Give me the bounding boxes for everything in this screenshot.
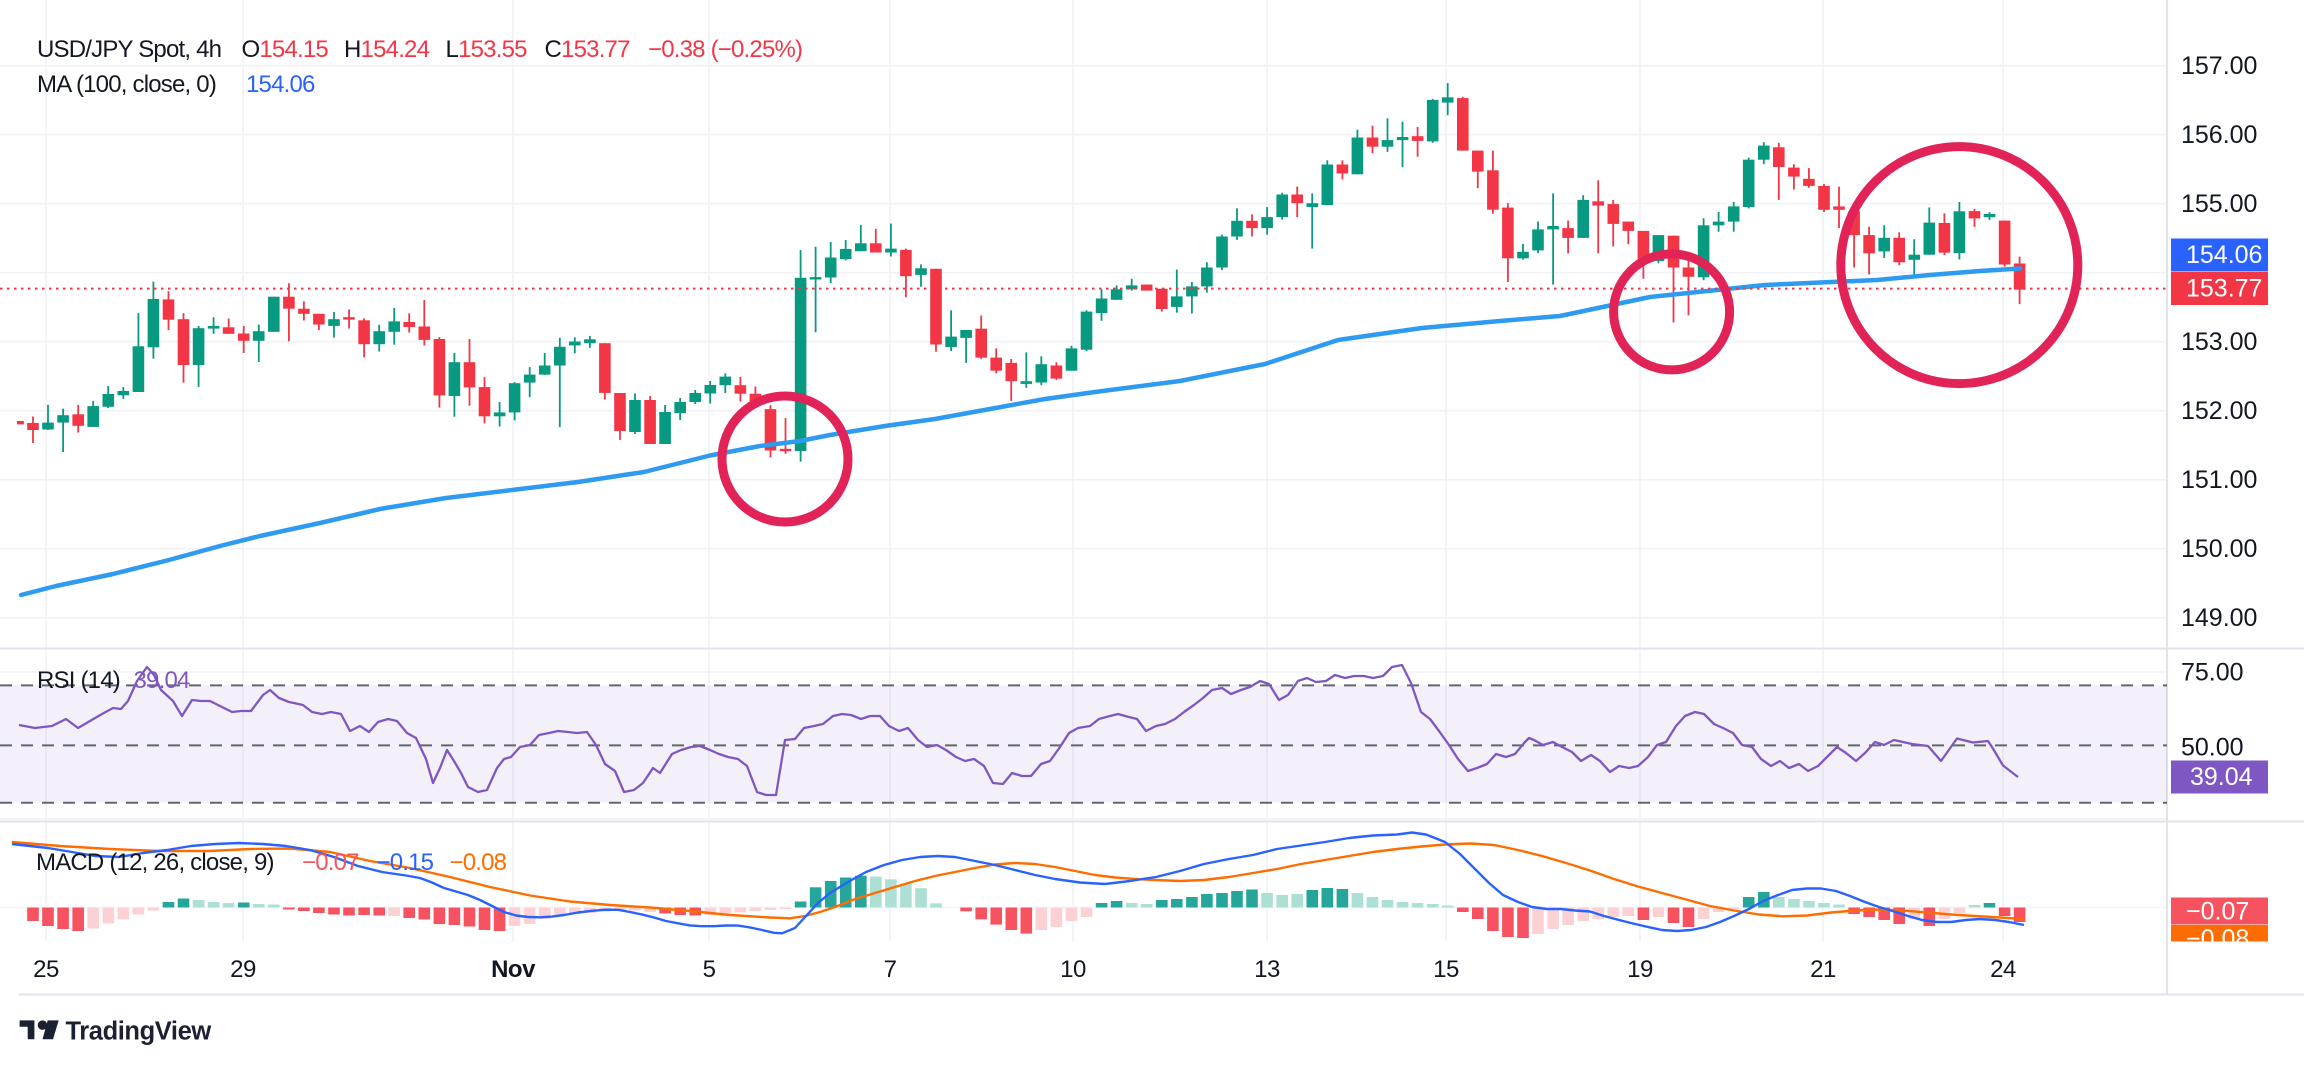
svg-text:153.00: 153.00 [2181,328,2257,356]
svg-text:153.77: 153.77 [2186,275,2262,303]
svg-text:151.00: 151.00 [2181,466,2257,494]
svg-text:25: 25 [33,956,59,983]
svg-text:Nov: Nov [491,956,536,983]
svg-text:75.00: 75.00 [2181,659,2244,687]
svg-text:157.00: 157.00 [2181,52,2257,80]
svg-text:29: 29 [230,956,256,983]
svg-text:50.00: 50.00 [2181,734,2244,762]
svg-text:15: 15 [1433,956,1459,983]
svg-text:TradingView: TradingView [66,1018,212,1046]
svg-text:13: 13 [1254,956,1280,983]
svg-text:10: 10 [1060,956,1086,983]
svg-text:24: 24 [1990,956,2016,983]
svg-text:39.04: 39.04 [2190,763,2253,791]
svg-text:150.00: 150.00 [2181,535,2257,563]
svg-text:MACD (12, 26, close, 9)−0.07−0: MACD (12, 26, close, 9) −0.07 −0.15 −0.08 [36,849,507,876]
svg-text:152.00: 152.00 [2181,397,2257,425]
svg-text:7: 7 [884,956,897,983]
svg-text:−0.08: −0.08 [2186,925,2249,953]
svg-text:RSI (14)39.04: RSI (14) 39.04 [37,667,190,694]
svg-text:5: 5 [703,956,716,983]
svg-text:21: 21 [1810,956,1836,983]
svg-text:154.06: 154.06 [2186,241,2262,269]
svg-text:155.00: 155.00 [2181,190,2257,218]
svg-text:156.00: 156.00 [2181,121,2257,149]
svg-text:−0.07: −0.07 [2186,898,2249,926]
svg-text:MA (100, close, 0)154.06: MA (100, close, 0) 154.06 [37,71,315,98]
svg-text:19: 19 [1627,956,1653,983]
svg-text:149.00: 149.00 [2181,604,2257,632]
